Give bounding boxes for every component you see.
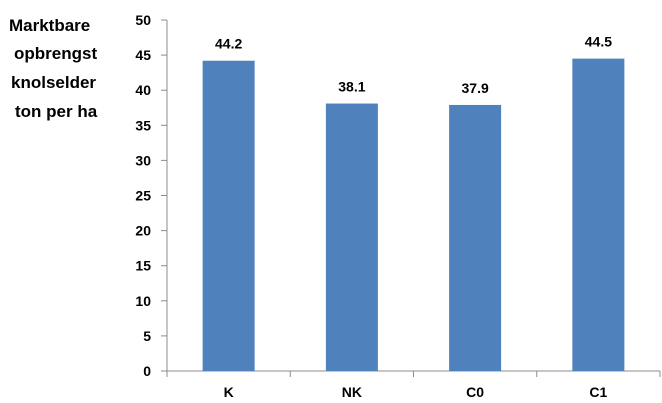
bar (449, 104, 502, 371)
x-tick-label: K (224, 384, 234, 400)
x-tick-label: C0 (466, 384, 484, 400)
data-label: 38.1 (338, 79, 365, 95)
bar (325, 103, 378, 372)
y-axis-title-line-2: opbrengst (14, 44, 98, 63)
y-tick-label: 20 (135, 223, 151, 239)
y-tick-label: 50 (135, 12, 151, 28)
data-label: 37.9 (462, 80, 489, 96)
y-tick-label: 25 (135, 188, 151, 204)
x-tick-label: C1 (589, 384, 607, 400)
data-label: 44.5 (585, 34, 612, 50)
y-tick-label: 10 (135, 293, 151, 309)
y-tick-label: 35 (135, 117, 151, 133)
y-axis-title-line-1: Marktbare (9, 16, 91, 35)
y-tick-label: 15 (135, 258, 151, 274)
y-tick-label: 30 (135, 152, 151, 168)
data-label: 44.2 (215, 36, 242, 52)
bar (202, 60, 255, 371)
bars (202, 58, 625, 372)
labels: 44.2 K 38.1 NK 37.9 C0 44.5 C1 (215, 34, 612, 400)
y-axis-title-line-4: ton per ha (15, 102, 98, 121)
x-tick-label: NK (342, 384, 362, 400)
y-tick-label: 5 (143, 328, 151, 344)
y-axis-title-line-3: knolselder (11, 73, 97, 92)
bar (572, 58, 625, 372)
y-tick-label: 0 (143, 363, 151, 379)
y-tick-label: 40 (135, 82, 151, 98)
y-tick-label: 45 (135, 47, 151, 63)
axes: 0 5 10 15 20 25 30 35 40 45 50 (135, 12, 661, 379)
